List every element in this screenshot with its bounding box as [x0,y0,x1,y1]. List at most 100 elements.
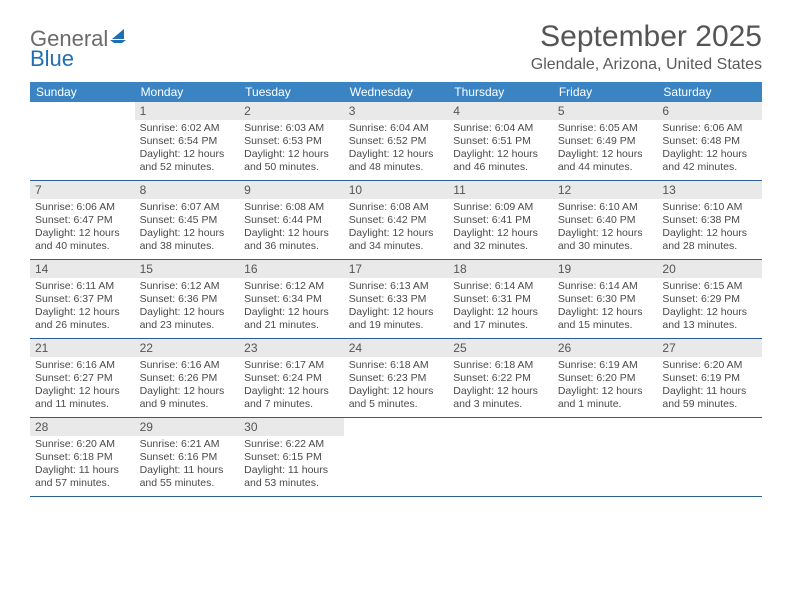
sunset-text: Sunset: 6:29 PM [657,293,762,306]
sunset-text: Sunset: 6:26 PM [135,372,240,385]
sunset-text: Sunset: 6:27 PM [30,372,135,385]
day-cell [30,102,135,180]
week-row: 14Sunrise: 6:11 AMSunset: 6:37 PMDayligh… [30,260,762,339]
day-number: 17 [344,260,449,278]
day-number: 13 [657,181,762,199]
day-cell: 21Sunrise: 6:16 AMSunset: 6:27 PMDayligh… [30,339,135,417]
day-cell: 6Sunrise: 6:06 AMSunset: 6:48 PMDaylight… [657,102,762,180]
day-number: 26 [553,339,658,357]
month-title: September 2025 [531,20,762,54]
sunrise-text: Sunrise: 6:08 AM [239,199,344,214]
sunset-text: Sunset: 6:41 PM [448,214,553,227]
day-number: 18 [448,260,553,278]
sunset-text: Sunset: 6:24 PM [239,372,344,385]
daylight-text: Daylight: 11 hours and 53 minutes. [239,464,344,490]
day-cell: 4Sunrise: 6:04 AMSunset: 6:51 PMDaylight… [448,102,553,180]
sunrise-text: Sunrise: 6:17 AM [239,357,344,372]
sunset-text: Sunset: 6:40 PM [553,214,658,227]
day-number: 6 [657,102,762,120]
daylight-text: Daylight: 12 hours and 1 minute. [553,385,658,411]
day-cell [553,418,658,496]
day-cell: 27Sunrise: 6:20 AMSunset: 6:19 PMDayligh… [657,339,762,417]
day-cell: 29Sunrise: 6:21 AMSunset: 6:16 PMDayligh… [135,418,240,496]
sunset-text: Sunset: 6:20 PM [553,372,658,385]
day-cell [448,418,553,496]
day-cell: 18Sunrise: 6:14 AMSunset: 6:31 PMDayligh… [448,260,553,338]
sunset-text: Sunset: 6:53 PM [239,135,344,148]
day-number: 10 [344,181,449,199]
day-cell: 22Sunrise: 6:16 AMSunset: 6:26 PMDayligh… [135,339,240,417]
sunset-text: Sunset: 6:22 PM [448,372,553,385]
daylight-text: Daylight: 11 hours and 59 minutes. [657,385,762,411]
day-number: 30 [239,418,344,436]
day-number: 7 [30,181,135,199]
sunset-text: Sunset: 6:36 PM [135,293,240,306]
sunset-text: Sunset: 6:37 PM [30,293,135,306]
day-number: 16 [239,260,344,278]
day-number: 15 [135,260,240,278]
weekday-fri: Friday [553,82,658,102]
day-number: 1 [135,102,240,120]
sunrise-text: Sunrise: 6:20 AM [30,436,135,451]
day-cell: 20Sunrise: 6:15 AMSunset: 6:29 PMDayligh… [657,260,762,338]
sunset-text: Sunset: 6:51 PM [448,135,553,148]
daylight-text: Daylight: 12 hours and 28 minutes. [657,227,762,253]
daylight-text: Daylight: 12 hours and 21 minutes. [239,306,344,332]
day-number: 19 [553,260,658,278]
daylight-text: Daylight: 12 hours and 38 minutes. [135,227,240,253]
sunrise-text: Sunrise: 6:02 AM [135,120,240,135]
sunrise-text: Sunrise: 6:08 AM [344,199,449,214]
sunrise-text: Sunrise: 6:06 AM [30,199,135,214]
day-number: 23 [239,339,344,357]
day-cell: 23Sunrise: 6:17 AMSunset: 6:24 PMDayligh… [239,339,344,417]
day-number: 22 [135,339,240,357]
sunset-text: Sunset: 6:52 PM [344,135,449,148]
location: Glendale, Arizona, United States [531,56,762,74]
sunrise-text: Sunrise: 6:18 AM [448,357,553,372]
sunrise-text: Sunrise: 6:06 AM [657,120,762,135]
daylight-text: Daylight: 12 hours and 30 minutes. [553,227,658,253]
day-cell: 26Sunrise: 6:19 AMSunset: 6:20 PMDayligh… [553,339,658,417]
sunrise-text: Sunrise: 6:21 AM [135,436,240,451]
day-cell: 9Sunrise: 6:08 AMSunset: 6:44 PMDaylight… [239,181,344,259]
sunset-text: Sunset: 6:38 PM [657,214,762,227]
sunset-text: Sunset: 6:18 PM [30,451,135,464]
daylight-text: Daylight: 11 hours and 55 minutes. [135,464,240,490]
week-row: 28Sunrise: 6:20 AMSunset: 6:18 PMDayligh… [30,418,762,497]
sunrise-text: Sunrise: 6:10 AM [657,199,762,214]
day-cell: 17Sunrise: 6:13 AMSunset: 6:33 PMDayligh… [344,260,449,338]
day-number: 11 [448,181,553,199]
sunset-text: Sunset: 6:16 PM [135,451,240,464]
daylight-text: Daylight: 12 hours and 46 minutes. [448,148,553,174]
daylight-text: Daylight: 12 hours and 11 minutes. [30,385,135,411]
day-cell: 5Sunrise: 6:05 AMSunset: 6:49 PMDaylight… [553,102,658,180]
sunset-text: Sunset: 6:47 PM [30,214,135,227]
sunrise-text: Sunrise: 6:16 AM [135,357,240,372]
daylight-text: Daylight: 12 hours and 42 minutes. [657,148,762,174]
daylight-text: Daylight: 12 hours and 17 minutes. [448,306,553,332]
daylight-text: Daylight: 12 hours and 50 minutes. [239,148,344,174]
sunset-text: Sunset: 6:34 PM [239,293,344,306]
logo-sail-icon [110,29,126,48]
day-cell: 24Sunrise: 6:18 AMSunset: 6:23 PMDayligh… [344,339,449,417]
day-number: 12 [553,181,658,199]
daylight-text: Daylight: 12 hours and 34 minutes. [344,227,449,253]
day-cell: 19Sunrise: 6:14 AMSunset: 6:30 PMDayligh… [553,260,658,338]
sunset-text: Sunset: 6:45 PM [135,214,240,227]
week-row: 21Sunrise: 6:16 AMSunset: 6:27 PMDayligh… [30,339,762,418]
sunrise-text: Sunrise: 6:07 AM [135,199,240,214]
sunrise-text: Sunrise: 6:04 AM [448,120,553,135]
sunrise-text: Sunrise: 6:03 AM [239,120,344,135]
sunrise-text: Sunrise: 6:22 AM [239,436,344,451]
logo-wrap: General Blue [30,26,126,72]
sunset-text: Sunset: 6:15 PM [239,451,344,464]
sunset-text: Sunset: 6:54 PM [135,135,240,148]
day-cell: 2Sunrise: 6:03 AMSunset: 6:53 PMDaylight… [239,102,344,180]
day-cell: 25Sunrise: 6:18 AMSunset: 6:22 PMDayligh… [448,339,553,417]
week-row: 7Sunrise: 6:06 AMSunset: 6:47 PMDaylight… [30,181,762,260]
sunrise-text: Sunrise: 6:09 AM [448,199,553,214]
daylight-text: Daylight: 12 hours and 13 minutes. [657,306,762,332]
daylight-text: Daylight: 12 hours and 44 minutes. [553,148,658,174]
daylight-text: Daylight: 11 hours and 57 minutes. [30,464,135,490]
sunrise-text: Sunrise: 6:19 AM [553,357,658,372]
